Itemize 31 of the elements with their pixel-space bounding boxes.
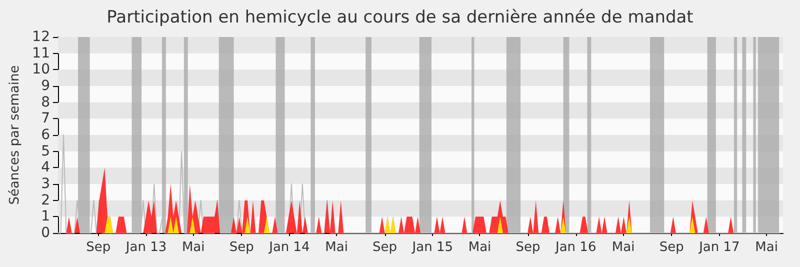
line-series xyxy=(58,134,781,234)
y-tick-label: 10 xyxy=(32,62,50,78)
x-tick-label: Sep xyxy=(659,240,684,255)
x-tick-label: Jan 17 xyxy=(698,240,740,255)
x-tick-label: Mai xyxy=(755,240,778,255)
x-tick-label: Jan 14 xyxy=(268,240,310,255)
x-tick-label: Mai xyxy=(468,240,492,255)
y-axis-title: Séances par semaine xyxy=(7,65,22,205)
x-tick-label: Sep xyxy=(86,240,111,255)
x-tick-label: Jan 16 xyxy=(554,240,596,255)
x-tick-label: Sep xyxy=(372,240,398,255)
x-tick-label: Mai xyxy=(325,240,348,255)
y-tick-label: 9 xyxy=(41,78,50,94)
y-tick-label: 5 xyxy=(41,143,50,160)
y-tick-label: 3 xyxy=(41,176,50,192)
x-tick-label: Jan 13 xyxy=(124,240,167,255)
y-tick-label: 1 xyxy=(41,208,50,225)
y-tick-label: 7 xyxy=(41,110,50,127)
x-tick-label: Jan 15 xyxy=(411,240,454,255)
y-tick-label: 11 xyxy=(32,45,50,62)
x-tick-label: Mai xyxy=(182,240,205,255)
y-tick-label: 12 xyxy=(32,29,50,45)
y-tick-label: 4 xyxy=(41,160,50,176)
x-tick-label: Sep xyxy=(229,240,254,255)
x-tick-label: Mai xyxy=(612,240,635,255)
y-tick-label: 8 xyxy=(41,94,50,110)
y-tick-label: 0 xyxy=(41,225,50,241)
y-tick-label: 6 xyxy=(41,127,50,143)
chart-title: Participation en hemicycle au cours de sa dernière année de mandat xyxy=(106,8,694,28)
x-tick-label: Sep xyxy=(516,240,540,255)
y-tick-label: 2 xyxy=(41,192,50,208)
